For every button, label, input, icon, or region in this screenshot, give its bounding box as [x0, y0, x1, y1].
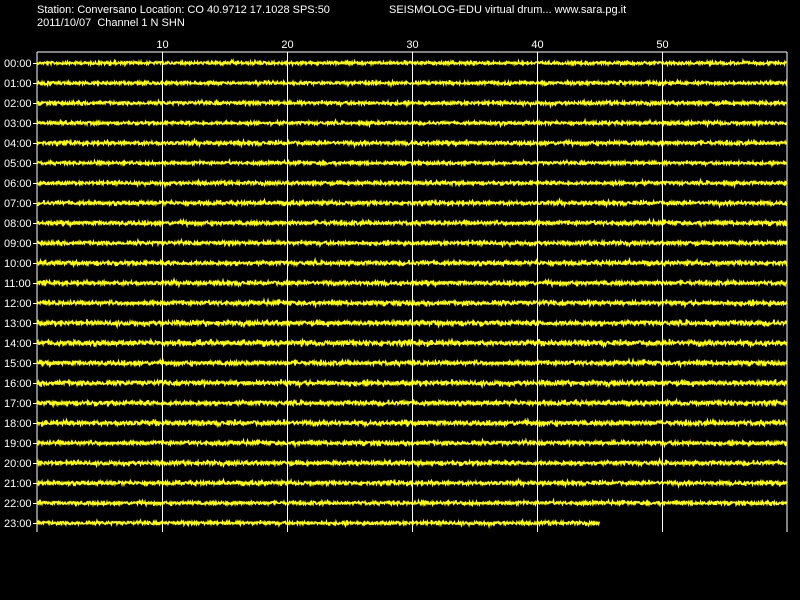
hour-label: 07:00	[4, 198, 32, 210]
hour-label: 15:00	[4, 358, 32, 370]
trace-0300	[36, 117, 788, 129]
hour-label: 06:00	[4, 178, 32, 190]
hour-label: 23:00	[4, 518, 32, 530]
trace-2300	[36, 517, 601, 529]
hour-label: 21:00	[4, 478, 32, 490]
x-tick-label: 50	[656, 39, 668, 51]
trace-1700	[36, 397, 788, 409]
hour-label: 13:00	[4, 318, 32, 330]
hour-label: 18:00	[4, 418, 32, 430]
trace-1400	[36, 337, 788, 349]
trace-0600	[36, 177, 788, 189]
trace-0100	[36, 78, 788, 89]
date-channel-info: 2011/10/07 Channel 1 N SHN	[37, 17, 185, 29]
trace-0700	[36, 197, 788, 209]
trace-0800	[36, 217, 788, 229]
hour-label: 20:00	[4, 458, 32, 470]
hour-label: 05:00	[4, 158, 32, 170]
trace-0900	[36, 237, 788, 249]
hour-label: 09:00	[4, 238, 32, 250]
hour-label: 10:00	[4, 258, 32, 270]
trace-1300	[36, 318, 788, 330]
x-tick-label: 40	[531, 39, 543, 51]
hour-label: 17:00	[4, 398, 32, 410]
trace-0000	[36, 57, 788, 68]
x-tick-label: 10	[156, 39, 168, 51]
trace-1600	[36, 378, 788, 390]
hour-label: 11:00	[4, 278, 31, 290]
x-tick-label: 30	[406, 39, 418, 51]
hour-label: 01:00	[4, 78, 32, 90]
hour-label: 00:00	[4, 58, 32, 70]
app-title: SEISMOLOG-EDU virtual drum... www.sara.p…	[389, 4, 627, 16]
trace-1500	[36, 357, 788, 369]
hour-label: 19:00	[4, 438, 32, 450]
trace-0400	[36, 137, 788, 149]
trace-0200	[36, 97, 788, 109]
trace-0500	[36, 157, 788, 168]
hour-label: 16:00	[4, 378, 32, 390]
station-info: Station: Conversano Location: CO 40.9712…	[37, 4, 330, 16]
traces	[36, 57, 788, 529]
trace-1000	[36, 256, 788, 268]
hour-label: 22:00	[4, 498, 32, 510]
trace-1100	[36, 276, 788, 289]
hour-label: 12:00	[4, 298, 32, 310]
trace-1800	[36, 417, 788, 429]
hour-label: 08:00	[4, 218, 32, 230]
grid	[36, 51, 788, 532]
hour-labels: 00:00 01:00 02:00 03:00 04:00 05:00 06:00 07:00…	[4, 58, 37, 530]
trace-2200	[36, 497, 788, 508]
hour-label: 04:00	[4, 138, 32, 150]
trace-2000	[36, 456, 788, 469]
hour-label: 03:00	[4, 118, 32, 130]
trace-1200	[36, 297, 788, 309]
trace-1900	[36, 437, 788, 449]
hour-label: 02:00	[4, 98, 32, 110]
hour-label: 14:00	[4, 338, 32, 350]
x-axis-ticks: 10 20 30 40 50	[156, 39, 668, 51]
trace-2100	[36, 477, 788, 489]
x-tick-label: 20	[281, 39, 293, 51]
